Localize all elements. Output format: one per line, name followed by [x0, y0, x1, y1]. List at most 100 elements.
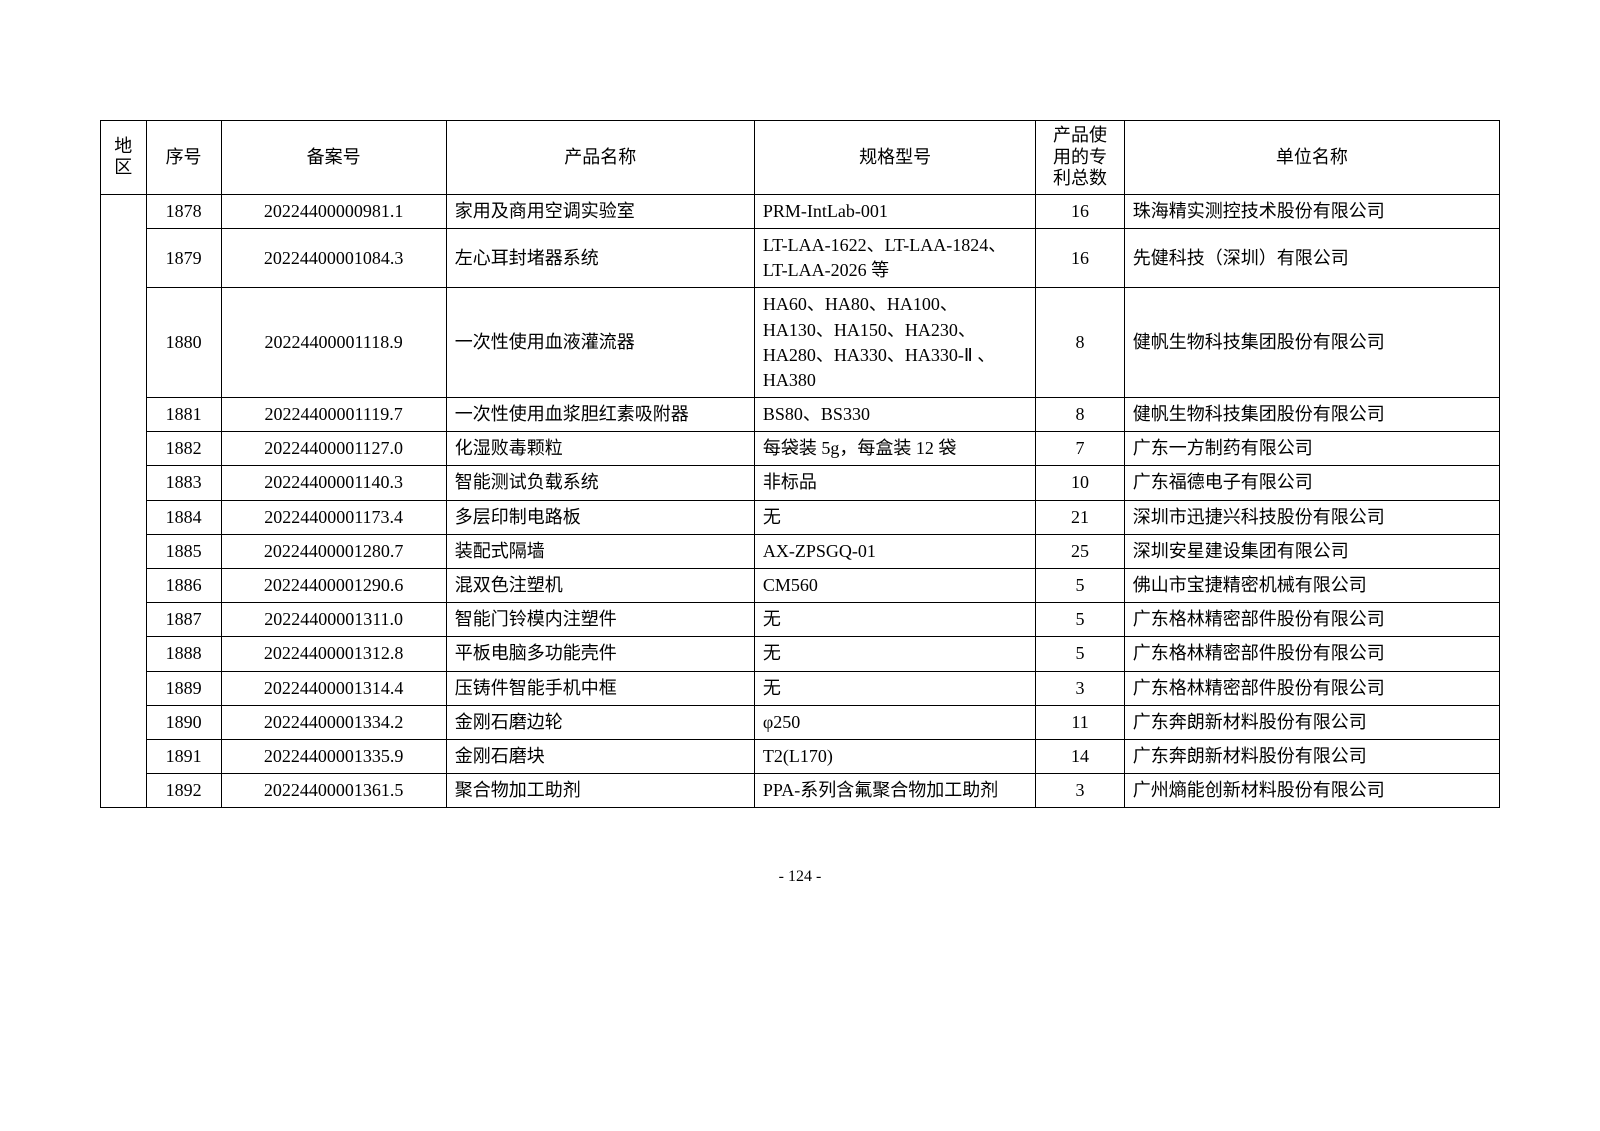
seq-cell: 1882	[146, 432, 221, 466]
company-cell: 广东格林精密部件股份有限公司	[1124, 637, 1499, 671]
patent-cell: 5	[1036, 603, 1124, 637]
product-cell: 金刚石磨块	[446, 739, 754, 773]
company-cell: 广州熵能创新材料股份有限公司	[1124, 774, 1499, 808]
filing-cell: 20224400001118.9	[221, 288, 446, 398]
company-cell: 珠海精实测控技术股份有限公司	[1124, 194, 1499, 228]
table-row: 188520224400001280.7装配式隔墙AX-ZPSGQ-0125深圳…	[101, 534, 1500, 568]
company-cell: 健帆生物科技集团股份有限公司	[1124, 288, 1499, 398]
header-product: 产品名称	[446, 121, 754, 195]
product-cell: 化湿败毒颗粒	[446, 432, 754, 466]
patent-cell: 3	[1036, 671, 1124, 705]
filing-cell: 20224400001140.3	[221, 466, 446, 500]
company-cell: 广东奔朗新材料股份有限公司	[1124, 739, 1499, 773]
table-row: 189120224400001335.9金刚石磨块T2(L170)14广东奔朗新…	[101, 739, 1500, 773]
patent-cell: 16	[1036, 228, 1124, 287]
table-row: 188420224400001173.4多层印制电路板无21深圳市迅捷兴科技股份…	[101, 500, 1500, 534]
company-cell: 广东福德电子有限公司	[1124, 466, 1499, 500]
patent-cell: 16	[1036, 194, 1124, 228]
seq-cell: 1884	[146, 500, 221, 534]
patent-cell: 21	[1036, 500, 1124, 534]
seq-cell: 1883	[146, 466, 221, 500]
filing-cell: 20224400001361.5	[221, 774, 446, 808]
seq-cell: 1885	[146, 534, 221, 568]
table-row: 188720224400001311.0智能门铃模内注塑件无5广东格林精密部件股…	[101, 603, 1500, 637]
spec-cell: 无	[754, 603, 1035, 637]
patent-cell: 8	[1036, 398, 1124, 432]
seq-cell: 1887	[146, 603, 221, 637]
patent-cell: 8	[1036, 288, 1124, 398]
header-spec: 规格型号	[754, 121, 1035, 195]
product-cell: 智能门铃模内注塑件	[446, 603, 754, 637]
spec-cell: 无	[754, 500, 1035, 534]
product-cell: 一次性使用血液灌流器	[446, 288, 754, 398]
product-cell: 智能测试负载系统	[446, 466, 754, 500]
spec-cell: CM560	[754, 569, 1035, 603]
seq-cell: 1881	[146, 398, 221, 432]
seq-cell: 1880	[146, 288, 221, 398]
patent-cell: 25	[1036, 534, 1124, 568]
patent-cell: 5	[1036, 637, 1124, 671]
table-row: 187920224400001084.3左心耳封堵器系统LT-LAA-1622、…	[101, 228, 1500, 287]
product-cell: 平板电脑多功能壳件	[446, 637, 754, 671]
spec-cell: BS80、BS330	[754, 398, 1035, 432]
filing-cell: 20224400001280.7	[221, 534, 446, 568]
filing-cell: 20224400001311.0	[221, 603, 446, 637]
table-row: 188020224400001118.9一次性使用血液灌流器HA60、HA80、…	[101, 288, 1500, 398]
spec-cell: 无	[754, 671, 1035, 705]
company-cell: 佛山市宝捷精密机械有限公司	[1124, 569, 1499, 603]
table-row: 188620224400001290.6混双色注塑机CM5605佛山市宝捷精密机…	[101, 569, 1500, 603]
patent-cell: 10	[1036, 466, 1124, 500]
table-row: 188820224400001312.8平板电脑多功能壳件无5广东格林精密部件股…	[101, 637, 1500, 671]
table-body: 187820224400000981.1家用及商用空调实验室PRM-IntLab…	[101, 194, 1500, 808]
filing-cell: 20224400001314.4	[221, 671, 446, 705]
patent-cell: 7	[1036, 432, 1124, 466]
product-cell: 金刚石磨边轮	[446, 705, 754, 739]
table-row: 189020224400001334.2金刚石磨边轮φ25011广东奔朗新材料股…	[101, 705, 1500, 739]
seq-cell: 1888	[146, 637, 221, 671]
seq-cell: 1878	[146, 194, 221, 228]
data-table: 地区 序号 备案号 产品名称 规格型号 产品使用的专利总数 单位名称 18782…	[100, 120, 1500, 808]
table-row: 188920224400001314.4压铸件智能手机中框无3广东格林精密部件股…	[101, 671, 1500, 705]
product-cell: 压铸件智能手机中框	[446, 671, 754, 705]
seq-cell: 1886	[146, 569, 221, 603]
filing-cell: 20224400001334.2	[221, 705, 446, 739]
company-cell: 深圳安星建设集团有限公司	[1124, 534, 1499, 568]
filing-cell: 20224400000981.1	[221, 194, 446, 228]
company-cell: 广东格林精密部件股份有限公司	[1124, 671, 1499, 705]
company-cell: 广东格林精密部件股份有限公司	[1124, 603, 1499, 637]
spec-cell: LT-LAA-1622、LT-LAA-1824、LT-LAA-2026 等	[754, 228, 1035, 287]
company-cell: 深圳市迅捷兴科技股份有限公司	[1124, 500, 1499, 534]
spec-cell: PPA-系列含氟聚合物加工助剂	[754, 774, 1035, 808]
seq-cell: 1889	[146, 671, 221, 705]
table-row: 188320224400001140.3智能测试负载系统非标品10广东福德电子有…	[101, 466, 1500, 500]
product-cell: 一次性使用血浆胆红素吸附器	[446, 398, 754, 432]
patent-cell: 11	[1036, 705, 1124, 739]
company-cell: 广东奔朗新材料股份有限公司	[1124, 705, 1499, 739]
table-row: 189220224400001361.5聚合物加工助剂PPA-系列含氟聚合物加工…	[101, 774, 1500, 808]
spec-cell: 非标品	[754, 466, 1035, 500]
spec-cell: 无	[754, 637, 1035, 671]
seq-cell: 1890	[146, 705, 221, 739]
spec-cell: φ250	[754, 705, 1035, 739]
spec-cell: HA60、HA80、HA100、HA130、HA150、HA230、HA280、…	[754, 288, 1035, 398]
product-cell: 聚合物加工助剂	[446, 774, 754, 808]
region-cell	[101, 194, 147, 808]
product-cell: 装配式隔墙	[446, 534, 754, 568]
product-cell: 左心耳封堵器系统	[446, 228, 754, 287]
patent-cell: 3	[1036, 774, 1124, 808]
spec-cell: PRM-IntLab-001	[754, 194, 1035, 228]
filing-cell: 20224400001290.6	[221, 569, 446, 603]
product-cell: 混双色注塑机	[446, 569, 754, 603]
table-row: 187820224400000981.1家用及商用空调实验室PRM-IntLab…	[101, 194, 1500, 228]
header-region: 地区	[101, 121, 147, 195]
header-patent: 产品使用的专利总数	[1036, 121, 1124, 195]
header-row: 地区 序号 备案号 产品名称 规格型号 产品使用的专利总数 单位名称	[101, 121, 1500, 195]
spec-cell: T2(L170)	[754, 739, 1035, 773]
table-row: 188120224400001119.7一次性使用血浆胆红素吸附器BS80、BS…	[101, 398, 1500, 432]
patent-cell: 5	[1036, 569, 1124, 603]
product-cell: 多层印制电路板	[446, 500, 754, 534]
table-row: 188220224400001127.0化湿败毒颗粒每袋装 5g，每盒装 12 …	[101, 432, 1500, 466]
product-cell: 家用及商用空调实验室	[446, 194, 754, 228]
seq-cell: 1891	[146, 739, 221, 773]
filing-cell: 20224400001335.9	[221, 739, 446, 773]
